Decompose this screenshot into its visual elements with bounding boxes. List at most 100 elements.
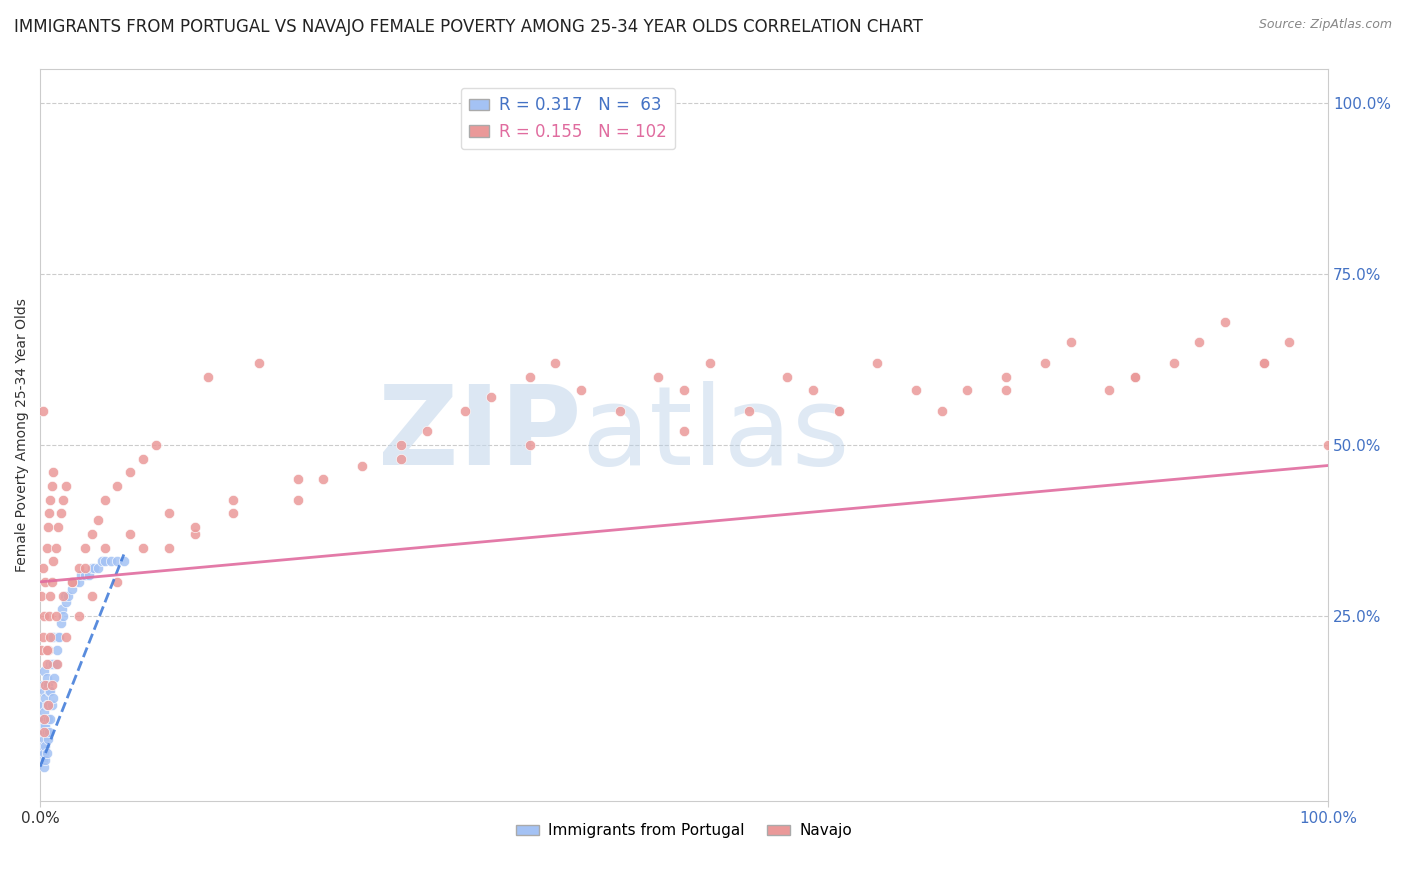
Point [31,677,53,691]
Point [34,718,56,732]
Point [105,574,128,589]
Point [37,732,59,747]
Point [699,356,721,370]
Point [45,657,67,671]
Point [42,691,65,706]
Point [34,677,56,691]
Point [30,746,52,760]
Point [31,561,53,575]
Point [30,643,52,657]
Point [42,657,65,671]
Point [609,403,631,417]
Point [112,554,135,568]
Point [995,383,1018,397]
Point [34,739,56,753]
Point [247,356,270,370]
Point [35,725,58,739]
Point [352,458,374,473]
Point [32,725,55,739]
Point [52,589,75,603]
Point [1098,383,1121,397]
Point [956,383,979,397]
Point [80,589,103,603]
Point [67,574,90,589]
Point [38,507,60,521]
Point [35,671,58,685]
Point [30,589,52,603]
Point [287,472,309,486]
Point [35,746,58,760]
Point [145,438,167,452]
Point [31,698,53,712]
Point [46,630,69,644]
Point [222,507,245,521]
Point [120,527,142,541]
Point [287,492,309,507]
Point [519,438,541,452]
Point [39,589,62,603]
Point [32,705,55,719]
Point [415,424,437,438]
Point [45,609,67,624]
Point [37,520,59,534]
Point [46,520,69,534]
Point [1278,335,1301,350]
Point [105,554,128,568]
Point [93,492,115,507]
Point [38,609,60,624]
Point [41,698,63,712]
Point [389,438,412,452]
Point [60,582,83,596]
Point [58,589,80,603]
Point [41,677,63,691]
Point [32,718,55,732]
Point [60,574,83,589]
Point [569,383,592,397]
Point [42,554,65,568]
Point [44,671,66,685]
Point [55,479,77,493]
Point [39,657,62,671]
Point [1188,335,1211,350]
Point [37,643,59,657]
Point [312,472,335,486]
Point [49,615,72,630]
Point [995,369,1018,384]
Point [39,712,62,726]
Point [1033,356,1056,370]
Point [45,643,67,657]
Point [544,356,567,370]
Point [91,554,114,568]
Point [389,451,412,466]
Point [1123,369,1146,384]
Point [75,568,97,582]
Point [37,677,59,691]
Point [52,492,75,507]
Point [55,595,77,609]
Point [87,561,110,575]
Point [35,698,58,712]
Point [32,684,55,698]
Point [67,609,90,624]
Point [32,732,55,747]
Point [87,513,110,527]
Point [30,725,52,739]
Point [75,541,97,555]
Point [1059,335,1081,350]
Point [801,383,824,397]
Point [1317,438,1340,452]
Point [53,589,76,603]
Point [31,630,53,644]
Point [45,657,67,671]
Point [52,609,75,624]
Point [1253,356,1275,370]
Point [197,369,219,384]
Point [49,507,72,521]
Point [30,712,52,726]
Point [647,369,669,384]
Point [39,630,62,644]
Point [1123,369,1146,384]
Point [70,568,93,582]
Point [93,541,115,555]
Point [479,390,502,404]
